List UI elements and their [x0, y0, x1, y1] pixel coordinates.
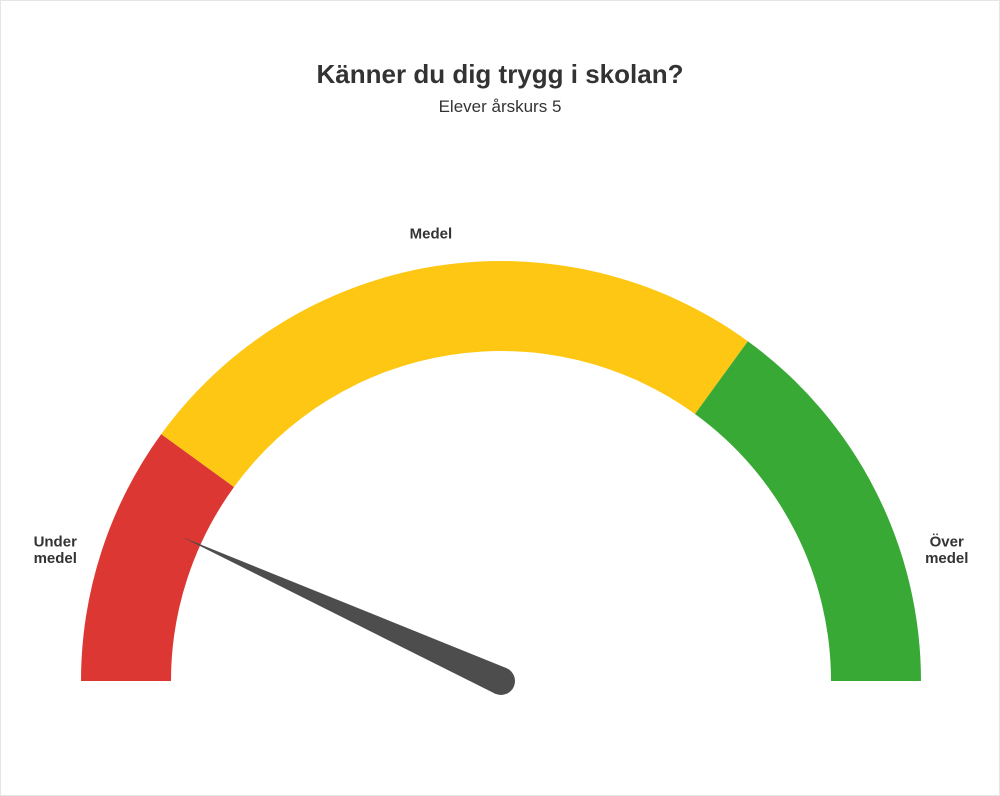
gauge-segment-label-1: Medel: [410, 226, 453, 243]
gauge-chart: Undermedel Medel Övermedel: [1, 161, 1000, 781]
gauge-container: Undermedel Medel Övermedel: [1, 161, 999, 755]
gauge-needle-hub: [487, 667, 515, 695]
gauge-segment-1: [161, 261, 748, 487]
gauge-needle: [182, 537, 507, 694]
chart-subtitle: Elever årskurs 5: [1, 97, 999, 117]
chart-title: Känner du dig trygg i skolan?: [1, 59, 999, 90]
gauge-segment-2: [695, 341, 921, 681]
chart-frame: Känner du dig trygg i skolan? Elever års…: [0, 0, 1000, 796]
gauge-segment-0: [81, 434, 234, 681]
gauge-segment-label-0: Undermedel: [34, 533, 78, 567]
gauge-segment-label-2: Övermedel: [925, 533, 968, 567]
